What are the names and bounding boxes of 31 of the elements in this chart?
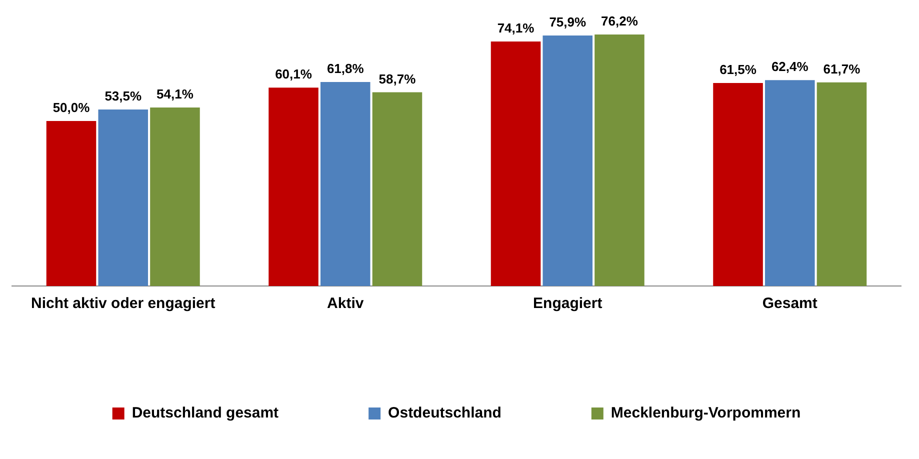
legend-label: Deutschland gesamt xyxy=(132,404,279,422)
data-label: 61,7% xyxy=(823,61,861,76)
data-label: 58,7% xyxy=(378,71,416,86)
data-label: 50,0% xyxy=(52,100,90,116)
data-label: 53,5% xyxy=(104,88,142,104)
bar xyxy=(713,83,763,286)
bar xyxy=(490,41,541,286)
bar xyxy=(372,92,422,286)
bar xyxy=(594,34,644,286)
data-label: 75,9% xyxy=(549,14,586,30)
legend-label: Mecklenburg-Vorpommern xyxy=(610,404,801,422)
bar xyxy=(816,82,867,286)
x-tick-label: Nicht aktiv oder engagiert xyxy=(31,295,216,312)
data-label: 62,4% xyxy=(771,59,809,74)
data-label: 76,2% xyxy=(601,14,638,29)
bar xyxy=(268,88,318,286)
bar xyxy=(764,80,815,286)
bar xyxy=(320,82,370,286)
x-tick-label: Engagiert xyxy=(533,295,602,312)
data-label: 74,1% xyxy=(497,20,535,36)
legend-label: Ostdeutschland xyxy=(388,404,502,422)
bar xyxy=(98,109,148,286)
bar xyxy=(150,107,200,286)
bar xyxy=(542,36,593,286)
bar xyxy=(46,121,96,286)
data-label: 54,1% xyxy=(156,86,194,102)
x-tick-label: Gesamt xyxy=(762,295,818,312)
data-label: 61,5% xyxy=(720,62,757,78)
data-label: 60,1% xyxy=(275,66,312,82)
x-tick-label: Aktiv xyxy=(327,295,364,312)
data-label: 61,8% xyxy=(326,61,364,76)
